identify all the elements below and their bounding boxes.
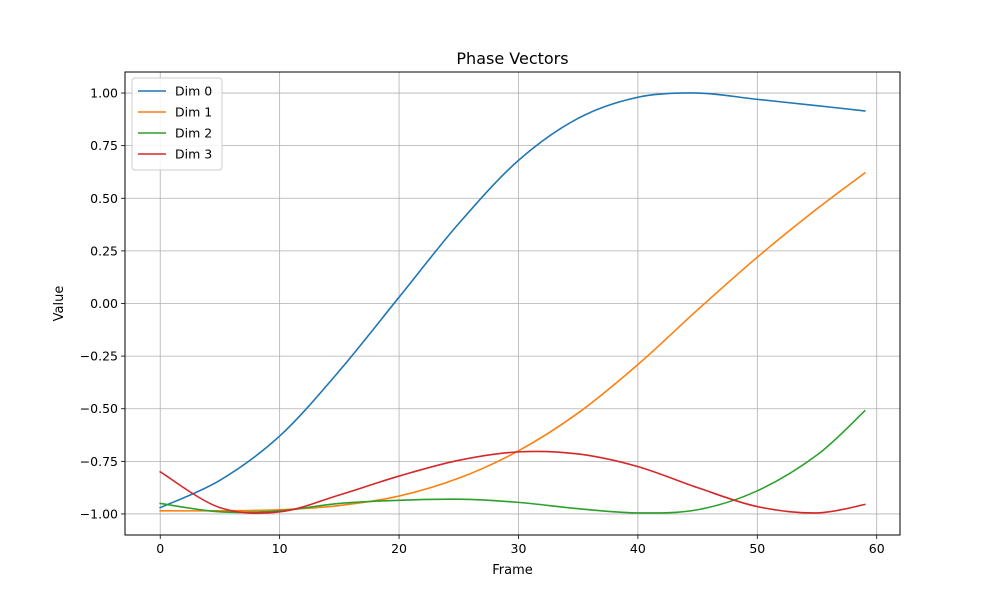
x-tick-label: 60 [869,541,885,556]
y-tick-label: 1.00 [90,86,118,101]
legend-label: Dim 2 [175,126,212,141]
legend-label: Dim 3 [175,147,212,162]
x-tick-label: 0 [156,541,164,556]
x-tick-label: 40 [630,541,646,556]
x-tick-label: 50 [749,541,765,556]
y-tick-label: 0.25 [90,243,118,258]
y-tick-label: −0.25 [80,349,118,364]
y-tick-label: −0.75 [80,454,118,469]
chart-title: Phase Vectors [456,49,568,68]
y-tick-label: 0.75 [90,138,118,153]
legend-box [131,77,223,171]
series-line-2 [159,409,866,514]
x-axis-label: Frame [492,563,533,578]
y-tick-label: 0.00 [90,296,118,311]
x-axis: 0 10 20 30 40 50 60 [156,535,885,556]
series-line-0 [159,92,866,509]
legend-label: Dim 0 [175,84,212,99]
y-tick-label: −0.50 [80,401,118,416]
legend: Dim 0 Dim 1 Dim 2 Dim 3 [131,77,223,171]
grid [125,72,900,535]
x-tick-label: 20 [391,541,407,556]
x-tick-label: 30 [511,541,527,556]
series-lines [159,92,866,514]
x-tick-label: 10 [272,541,288,556]
y-tick-label: −1.00 [80,506,118,521]
y-axis: −1.00 −0.75 −0.50 −0.25 0.00 0.25 0.50 0.75 1.00 [80,86,125,521]
y-tick-label: 0.50 [90,191,118,206]
legend-label: Dim 1 [175,105,212,120]
series-line-3 [159,450,866,514]
y-axis-label: Value [52,286,67,322]
series-line-1 [159,171,866,512]
